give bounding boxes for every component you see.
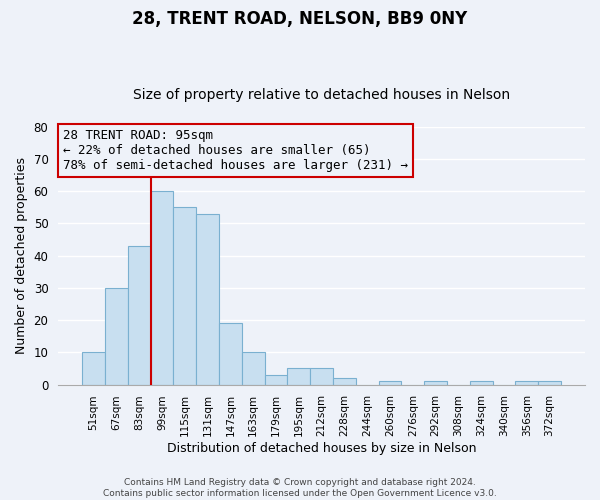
Title: Size of property relative to detached houses in Nelson: Size of property relative to detached ho… (133, 88, 510, 102)
Bar (219, 324, 242, 384)
Bar (515, 382, 538, 384)
Bar (333, 378, 356, 384)
Bar (105, 288, 128, 384)
Y-axis label: Number of detached properties: Number of detached properties (15, 157, 28, 354)
X-axis label: Distribution of detached houses by size in Nelson: Distribution of detached houses by size … (167, 442, 476, 455)
Bar (265, 375, 287, 384)
Bar (379, 382, 401, 384)
Text: Contains HM Land Registry data © Crown copyright and database right 2024.
Contai: Contains HM Land Registry data © Crown c… (103, 478, 497, 498)
Bar (538, 382, 561, 384)
Bar (82, 352, 105, 384)
Bar (287, 368, 310, 384)
Bar (310, 368, 333, 384)
Text: 28 TRENT ROAD: 95sqm
← 22% of detached houses are smaller (65)
78% of semi-detac: 28 TRENT ROAD: 95sqm ← 22% of detached h… (64, 130, 409, 172)
Bar (173, 208, 196, 384)
Bar (470, 382, 493, 384)
Bar (128, 246, 151, 384)
Bar (196, 214, 219, 384)
Bar (151, 191, 173, 384)
Bar (424, 382, 447, 384)
Text: 28, TRENT ROAD, NELSON, BB9 0NY: 28, TRENT ROAD, NELSON, BB9 0NY (133, 10, 467, 28)
Bar (242, 352, 265, 384)
